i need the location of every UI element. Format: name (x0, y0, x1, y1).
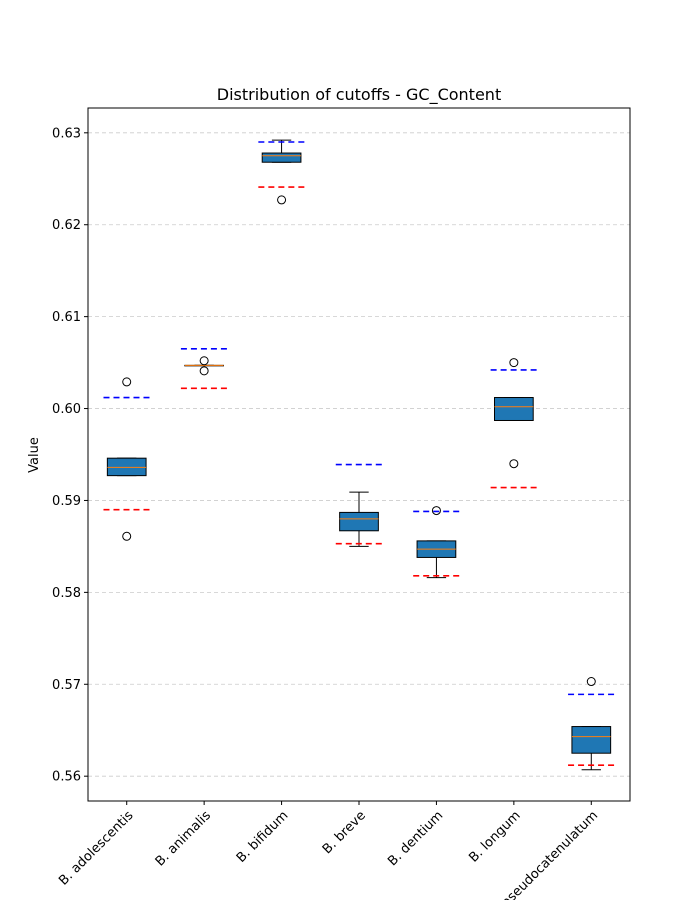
y-tick-label: 0.60 (52, 402, 81, 417)
grid-layer (88, 132, 630, 777)
y-tick-label: 0.62 (52, 218, 81, 233)
box-group (490, 358, 538, 489)
outlier-point (509, 459, 519, 469)
box (494, 397, 534, 421)
outlier-point (199, 356, 209, 366)
box-group (180, 348, 228, 390)
y-tick-label: 0.57 (52, 678, 81, 693)
outlier-point (509, 358, 519, 368)
y-axis-label: Value (27, 437, 42, 473)
box (571, 726, 612, 754)
x-axis: B. adolescentis B. animalis B. bifidum B. b… (56, 801, 601, 900)
x-tick-label: B. bifidum (234, 808, 292, 866)
outlier-point (122, 531, 132, 541)
box-group (413, 506, 460, 579)
outlier-point (122, 377, 132, 387)
marks-layer (103, 139, 615, 771)
x-tick-label: B. adolescentis (56, 808, 136, 888)
box (261, 152, 302, 163)
x-tick-label: B. dentium (385, 808, 446, 869)
x-tick-label: B. longum (466, 808, 523, 865)
y-tick-label: 0.56 (52, 770, 81, 785)
chart-title: Distribution of cutoffs - GC_Content (217, 85, 501, 105)
box-group (258, 139, 305, 205)
y-tick-label: 0.61 (52, 310, 81, 325)
y-tick-label: 0.63 (52, 126, 81, 141)
plot-frame (87, 107, 631, 802)
x-tick-label: B. breve (320, 808, 369, 857)
box-group (103, 377, 150, 541)
outlier-point (431, 506, 441, 516)
outlier-point (199, 366, 209, 376)
box (339, 511, 379, 532)
y-tick-label: 0.58 (52, 586, 81, 601)
outlier-point (586, 677, 596, 687)
box-group (335, 463, 383, 547)
x-tick-label: B. animalis (153, 808, 214, 869)
y-tick-label: 0.59 (52, 494, 81, 509)
y-axis: 0.56 0.57 0.58 0.59 0.60 0.61 0.62 0.63 (52, 126, 88, 785)
box-group (568, 677, 615, 771)
outlier-point (277, 195, 287, 205)
